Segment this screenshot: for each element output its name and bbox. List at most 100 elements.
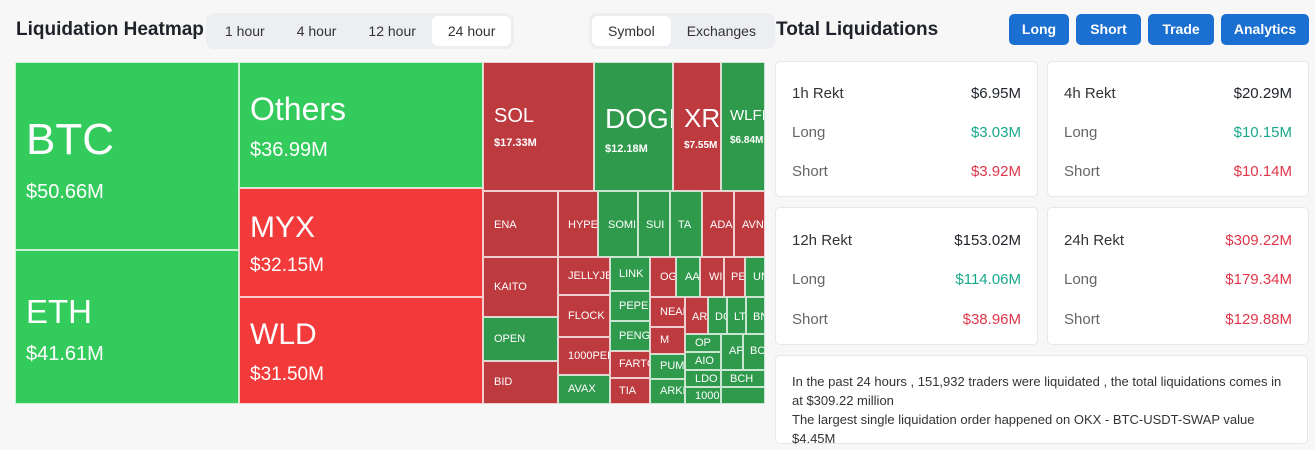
timeframe-tabs: 1 hour 4 hour 12 hour 24 hour	[206, 13, 515, 49]
tile-value: $12.18M	[605, 143, 648, 155]
tile-link[interactable]: LINK	[610, 257, 650, 291]
tile-sol[interactable]: SOL $17.33M	[483, 62, 594, 191]
tab-24-hour[interactable]: 24 hour	[431, 16, 512, 46]
tile-value: $32.15M	[250, 255, 324, 276]
tile-pump[interactable]: PUMP	[650, 354, 685, 379]
tile-open[interactable]: OPEN	[483, 317, 558, 361]
tile-ip[interactable]: BID	[483, 361, 558, 404]
tile-symbol: 1000PEPE	[568, 350, 609, 362]
tile-og[interactable]: OG	[650, 257, 676, 297]
tab-exchanges[interactable]: Exchanges	[686, 23, 756, 39]
tile-ta[interactable]: TA	[670, 191, 702, 257]
tile-symbol: BTC	[26, 115, 114, 164]
tile-symbol: LTC	[734, 311, 746, 323]
heatmap-title: Liquidation Heatmap	[16, 19, 204, 40]
tab-1-hour[interactable]: 1 hour	[225, 23, 265, 39]
tile-near[interactable]: NEAR	[650, 297, 685, 327]
tile-1000pepe[interactable]: 1000PEPE	[558, 337, 610, 375]
short-label: Short	[1064, 311, 1100, 328]
tile-fartcoin[interactable]: FARTCOIN	[610, 351, 650, 378]
tile-symbol: ADA	[710, 219, 733, 231]
tile-doge[interactable]: DOGE $12.18M	[594, 62, 673, 191]
tile-ldo[interactable]: LDO	[685, 370, 721, 387]
tile-somi[interactable]: SOMI	[598, 191, 638, 257]
liquidation-heatmap: BTC $50.66M ETH $41.61M Others $36.99M M…	[15, 62, 765, 404]
long-label: Long	[792, 124, 826, 141]
tile-flock[interactable]: FLOCK	[558, 295, 610, 337]
tile-value: $50.66M	[26, 181, 104, 203]
tile-tia[interactable]: ARKM	[650, 379, 685, 404]
tile-eth[interactable]: ETH $41.61M	[15, 250, 239, 404]
tile-bch-2[interactable]	[721, 387, 765, 404]
tab-4-hour[interactable]: 4 hour	[296, 23, 337, 39]
long-label: Long	[1064, 271, 1098, 288]
tile-symbol: SOL	[494, 105, 535, 127]
tile-bnb[interactable]: BNB	[746, 297, 765, 334]
tile-symbol: APT	[729, 345, 743, 357]
view-tabs: Symbol Exchanges	[589, 13, 775, 49]
short-value: $10.14M	[1233, 163, 1292, 180]
tile-aio[interactable]: AIO	[685, 352, 721, 370]
tile-myx[interactable]: MYX $32.15M	[239, 188, 483, 297]
tile-symbol: PENGU	[731, 271, 745, 283]
tile-symbol: OP	[695, 337, 711, 349]
tile-symbol: LDO	[695, 373, 718, 385]
tile-dot[interactable]: DOT	[708, 297, 727, 334]
tile-jellyjelly[interactable]: JELLYJELLY	[558, 257, 610, 295]
short-value: $3.92M	[970, 163, 1021, 180]
tile-pengu-small[interactable]: PENGU	[724, 257, 745, 297]
tile-uni[interactable]: UNI	[745, 257, 765, 297]
card-label: 1h Rekt	[792, 85, 844, 102]
tile-wld[interactable]: WLD $31.50M	[239, 297, 483, 404]
tile-symbol: HYPE	[568, 219, 598, 231]
tile-kaito[interactable]: KAITO	[483, 257, 558, 317]
tile-symbol: BID	[494, 376, 513, 388]
liquidation-summary: In the past 24 hours , 151,932 traders w…	[775, 355, 1308, 446]
tile-aave[interactable]: AAVE	[676, 257, 700, 297]
tile-symbol: UNI	[753, 271, 764, 283]
tile-symbol: PUMP	[660, 360, 685, 372]
tile-ada[interactable]: ADA	[702, 191, 734, 257]
analytics-button[interactable]: Analytics	[1221, 14, 1309, 45]
long-label: Long	[792, 271, 826, 288]
tile-ena[interactable]: ENA	[483, 191, 558, 257]
card-label: 24h Rekt	[1064, 232, 1125, 249]
tile-value: $41.61M	[26, 343, 104, 365]
tile-symbol: AR	[692, 311, 708, 323]
tile-arkm[interactable]: 1000BONK	[685, 387, 721, 404]
card-label: 12h Rekt	[792, 232, 853, 249]
tile-value: $17.33M	[494, 137, 537, 149]
tile-m[interactable]: M	[650, 327, 685, 354]
long-button[interactable]: Long	[1009, 14, 1069, 45]
tile-symbol: BNB	[753, 311, 764, 323]
short-button[interactable]: Short	[1076, 14, 1141, 45]
tile-others[interactable]: Others $36.99M	[239, 62, 483, 188]
tile-symbol: FLOCK	[568, 310, 605, 322]
tile-symbol: NEAR	[660, 306, 684, 318]
tile-value: $36.99M	[250, 139, 328, 161]
tile-pepe[interactable]: PEPE	[610, 291, 650, 321]
tile-symbol: JELLYJELLY	[568, 270, 609, 282]
tile-op[interactable]: OP	[685, 334, 721, 352]
tile-pengu[interactable]: PENGU	[610, 321, 650, 351]
tile-sui[interactable]: SUI	[638, 191, 670, 257]
short-value: $38.96M	[962, 311, 1021, 328]
tile-wlfi[interactable]: WLFI $6.84M	[721, 62, 765, 191]
tile-symbol: Others	[250, 91, 347, 127]
tile-ar[interactable]: AR	[685, 297, 708, 334]
tile-avnt[interactable]: AVNT	[734, 191, 765, 257]
tab-12-hour[interactable]: 12 hour	[368, 23, 416, 39]
tile-ltc[interactable]: LTC	[727, 297, 746, 334]
tab-symbol[interactable]: Symbol	[592, 16, 671, 46]
tile-wif[interactable]: WIF	[700, 257, 724, 297]
tile-avax[interactable]: TIA	[610, 378, 650, 404]
tile-xrp[interactable]: XRP $7.55M	[673, 62, 721, 191]
trade-button[interactable]: Trade	[1148, 14, 1214, 45]
tile-hype[interactable]: HYPE	[558, 191, 598, 257]
tile-bid[interactable]: AVAX	[558, 375, 610, 404]
tile-apt[interactable]: APT	[721, 334, 743, 370]
tile-1000bonk[interactable]: BCH	[721, 370, 765, 387]
tile-symbol: ARKM	[660, 385, 684, 397]
tile-bch[interactable]: BCH	[743, 334, 765, 370]
tile-btc[interactable]: BTC $50.66M	[15, 62, 239, 250]
